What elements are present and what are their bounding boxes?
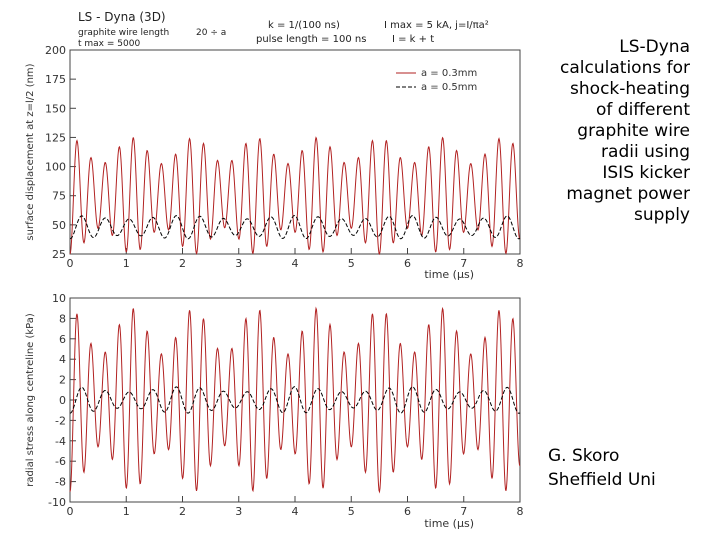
caption-line: shock-heating <box>570 79 690 99</box>
credit: G. Skoro Sheffield Uni <box>548 444 708 492</box>
x-tick-label: 3 <box>235 257 242 270</box>
caption-line: LS-Dyna <box>619 37 690 57</box>
caption-line: magnet power <box>566 184 690 204</box>
stress-y-axis: -10 -8 -6 -4 -2 0 2 4 6 8 10 <box>48 292 76 509</box>
y-tick-label: -4 <box>55 435 66 448</box>
stress-y-label: radial stress along centreline (kPa) <box>25 313 36 487</box>
y-tick-label: 10 <box>52 292 66 305</box>
stress-plot-frame <box>69 297 521 503</box>
caption-line: graphite wire <box>577 121 690 141</box>
stress-x-label: time (µs) <box>424 517 474 530</box>
x-tick-label: 8 <box>517 505 524 518</box>
y-tick-label: 200 <box>45 44 66 57</box>
y-tick-label: 6 <box>59 333 66 346</box>
x-tick-label: 1 <box>123 505 130 518</box>
x-tick-label: 2 <box>179 505 186 518</box>
displacement-y-axis: 25 50 75 100 125 150 175 200 <box>45 44 76 261</box>
x-tick-label: 7 <box>460 257 467 270</box>
stress-series <box>69 306 521 494</box>
x-tick-label: 5 <box>348 257 355 270</box>
y-tick-label: 150 <box>45 102 66 115</box>
x-tick-label: 3 <box>235 505 242 518</box>
caption-line: ISIS kicker <box>602 163 690 183</box>
x-tick-label: 0 <box>67 505 74 518</box>
x-tick-label: 5 <box>348 505 355 518</box>
header-wire-length: graphite wire length <box>78 28 169 38</box>
series-line-1 <box>69 386 521 414</box>
displacement-x-label: time (µs) <box>424 268 474 281</box>
y-tick-label: 50 <box>52 219 66 232</box>
y-tick-label: 8 <box>59 312 66 325</box>
y-tick-label: -2 <box>55 414 66 427</box>
x-tick-label: 4 <box>292 505 299 518</box>
caption-line: supply <box>634 205 690 225</box>
header-program: LS - Dyna (3D) <box>78 10 166 24</box>
caption: LS-Dyna calculations for shock-heating o… <box>520 37 690 226</box>
displacement-chart: 0 1 2 3 4 5 6 7 8 25 50 75 100 125 150 175 200 time (µs… <box>25 44 524 281</box>
x-tick-label: 2 <box>179 257 186 270</box>
series-line-0 <box>69 136 521 256</box>
credit-affiliation: Sheffield Uni <box>548 470 656 490</box>
series-line-0 <box>69 306 521 494</box>
caption-line: of different <box>596 100 690 120</box>
credit-author: G. Skoro <box>548 446 620 466</box>
header-pulse-length: pulse length = 100 ns <box>256 34 366 45</box>
y-tick-label: -6 <box>55 455 66 468</box>
x-tick-label: 4 <box>292 257 299 270</box>
stress-chart: 0 1 2 3 4 5 6 7 8 -10 -8 -6 -4 -2 0 2 4 6 8 10 time (µs) r… <box>25 292 524 530</box>
y-tick-label: 75 <box>52 190 66 203</box>
y-tick-label: 125 <box>45 131 66 144</box>
x-tick-label: 6 <box>404 257 411 270</box>
displacement-y-label: surface displacement at z=l/2 (nm) <box>25 63 36 240</box>
displacement-x-axis: 0 1 2 3 4 5 6 7 8 <box>67 248 524 270</box>
y-tick-label: 175 <box>45 73 66 86</box>
y-tick-label: 100 <box>45 161 66 174</box>
header-imax: I max = 5 kA, j=I/πa² <box>384 20 489 31</box>
stress-x-axis: 0 1 2 3 4 5 6 7 8 <box>67 496 524 518</box>
legend-label-0: a = 0.3mm <box>421 68 477 79</box>
caption-line: radii using <box>601 142 690 162</box>
y-tick-label: 0 <box>59 394 66 407</box>
x-tick-label: 6 <box>404 505 411 518</box>
x-tick-label: 0 <box>67 257 74 270</box>
displacement-series <box>69 136 521 256</box>
displacement-legend: a = 0.3mm a = 0.5mm <box>396 68 477 93</box>
header-tstep: k = 1/(100 ns) <box>268 20 340 31</box>
x-tick-label: 1 <box>123 257 130 270</box>
y-tick-label: 25 <box>52 248 66 261</box>
x-tick-label: 8 <box>517 257 524 270</box>
header-tmax: t max = 5000 <box>78 39 140 49</box>
legend-label-1: a = 0.5mm <box>421 82 477 93</box>
y-tick-label: -10 <box>48 496 66 509</box>
x-tick-label: 7 <box>460 505 467 518</box>
series-line-1 <box>69 214 521 240</box>
header-iform: I = k + t <box>392 34 434 45</box>
header-wire-length-value: 20 ÷ a <box>196 28 226 38</box>
y-tick-label: 2 <box>59 374 66 387</box>
caption-line: calculations for <box>560 58 690 78</box>
y-tick-label: -8 <box>55 476 66 489</box>
y-tick-label: 4 <box>59 353 66 366</box>
